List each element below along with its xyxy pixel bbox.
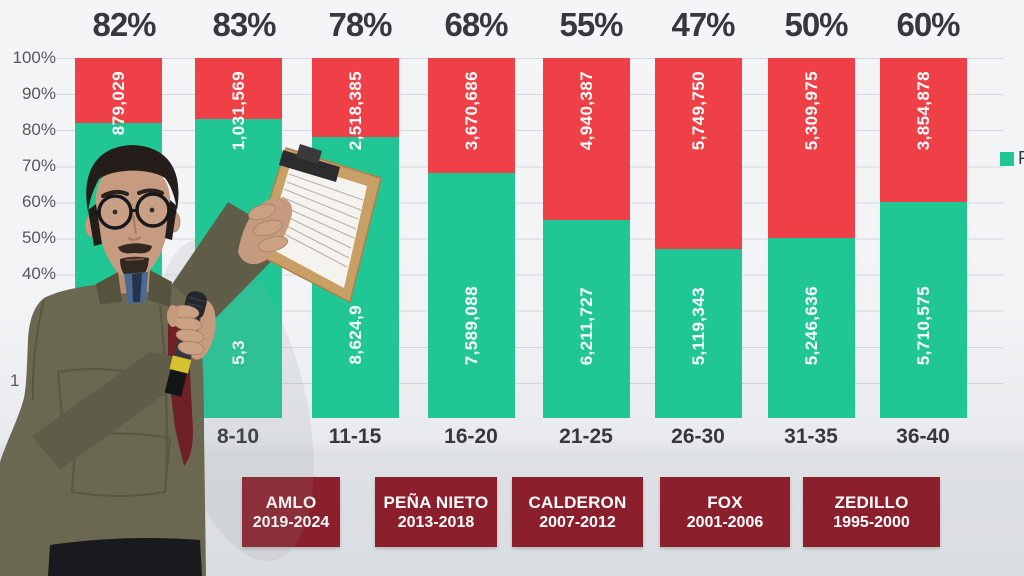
- y-axis-label: 60%: [21, 192, 56, 211]
- president-name: PEÑA NIETO: [383, 492, 489, 512]
- stacked-bar: 2,518,385 8,624,9: [312, 58, 399, 418]
- bar-green-value: 8,624,9: [345, 305, 365, 365]
- chart-legend: P: [1000, 148, 1024, 169]
- bar-green-value: 5,119,343: [688, 286, 708, 365]
- y-axis-label-partial: 1: [10, 371, 20, 390]
- president-label-amlo: AMLO 2019-2024: [242, 477, 340, 547]
- bar-total-percent: 83%: [212, 6, 276, 43]
- president-years: 2019-2024: [252, 513, 330, 531]
- y-axis-label: 50%: [21, 228, 56, 247]
- stacked-bar: 1,031,569 5,3: [195, 58, 282, 418]
- president-name: CALDERON: [528, 492, 627, 512]
- bar-total-percent: 78%: [328, 6, 392, 43]
- x-axis-label: 16-20: [444, 425, 498, 448]
- stacked-bar: 5,309,975 5,246,636: [768, 58, 855, 418]
- bar-green-segment: [768, 238, 855, 418]
- president-label-zedillo: ZEDILLO 1995-2000: [803, 477, 940, 547]
- bar-total-percent: 50%: [784, 6, 848, 43]
- president-label-pena-nieto: PEÑA NIETO 2013-2018: [375, 477, 497, 547]
- stacked-bar: 4,940,387 6,211,727: [543, 58, 630, 418]
- stacked-bar: 3,854,878 5,710,575: [880, 58, 967, 418]
- president-years: 1995-2000: [833, 513, 910, 531]
- y-axis-label: 90%: [21, 84, 56, 103]
- stacked-bar: 5,749,750 5,119,343: [655, 58, 742, 418]
- y-axis-label: 40%: [21, 264, 56, 283]
- bar-total-percent: 47%: [671, 6, 735, 43]
- bar-green-segment: [880, 202, 967, 418]
- bar-red-segment: [75, 58, 162, 123]
- bar-red-value: 3,854,878: [913, 71, 933, 151]
- president-label-calderon: CALDERON 2007-2012: [512, 477, 643, 547]
- stacked-bar: 879,029: [75, 58, 162, 418]
- bar-green-segment: [195, 119, 282, 418]
- x-axis-label: 26-30: [671, 425, 725, 448]
- president-name: FOX: [707, 492, 743, 512]
- bar-total-percent: 60%: [896, 6, 960, 43]
- bar-red-segment: [655, 58, 742, 249]
- president-years: 2013-2018: [397, 513, 475, 531]
- bar-green-segment: [75, 122, 162, 418]
- bar-red-segment: [428, 58, 515, 174]
- president-name: ZEDILLO: [834, 492, 909, 512]
- bar-red-value: 5,309,975: [801, 71, 821, 151]
- bar-red-value: 4,940,387: [576, 71, 596, 151]
- bar-red-value: 879,029: [108, 71, 128, 136]
- bar-green-value: 5,710,575: [913, 285, 933, 365]
- bar-total-percent: 82%: [92, 6, 156, 43]
- y-axis-label: 80%: [21, 120, 56, 139]
- bar-green-segment: [655, 248, 742, 418]
- x-axis-label: 8-10: [216, 425, 260, 448]
- bar-green-value: 7,589,088: [461, 285, 481, 365]
- legend-color-swatch: [1000, 151, 1014, 166]
- bar-green-segment: [312, 137, 399, 418]
- x-axis-label: 36-40: [896, 425, 950, 448]
- legend-label: P: [1018, 148, 1024, 169]
- bar-total-percent: 55%: [559, 6, 623, 43]
- bar-green-segment: [428, 173, 515, 418]
- bar-red-value: 3,670,686: [461, 71, 481, 151]
- bar-red-segment: [880, 58, 967, 202]
- y-axis-label: 70%: [21, 156, 56, 175]
- stacked-bar: 3,670,686 7,589,088: [428, 58, 515, 418]
- bar-green-segment: [543, 220, 630, 418]
- president-name: AMLO: [265, 492, 317, 512]
- president-years: 2001-2006: [686, 513, 764, 531]
- bar-red-value: 5,749,750: [688, 71, 708, 151]
- president-years: 2007-2012: [539, 513, 616, 531]
- bar-red-segment: [195, 58, 282, 120]
- bar-green-value: 6,211,727: [576, 286, 596, 365]
- presenter-pants: [48, 537, 202, 576]
- bar-red-value: 2,518,385: [345, 71, 365, 151]
- bar-red-segment: [543, 58, 630, 220]
- bar-red-segment: [312, 58, 399, 138]
- y-axis-label: 100%: [12, 48, 56, 67]
- x-axis-label: 11-15: [328, 425, 382, 448]
- bar-red-value: 1,031,569: [228, 71, 248, 151]
- x-axis-label: 31-35: [784, 425, 838, 448]
- bar-green-value: 5,3: [228, 340, 248, 365]
- president-label-fox: FOX 2001-2006: [660, 477, 790, 547]
- x-axis-label: 21-25: [559, 425, 613, 448]
- bar-green-value: 5,246,636: [801, 285, 821, 365]
- bar-total-percent: 68%: [444, 6, 508, 43]
- bar-red-segment: [768, 58, 855, 238]
